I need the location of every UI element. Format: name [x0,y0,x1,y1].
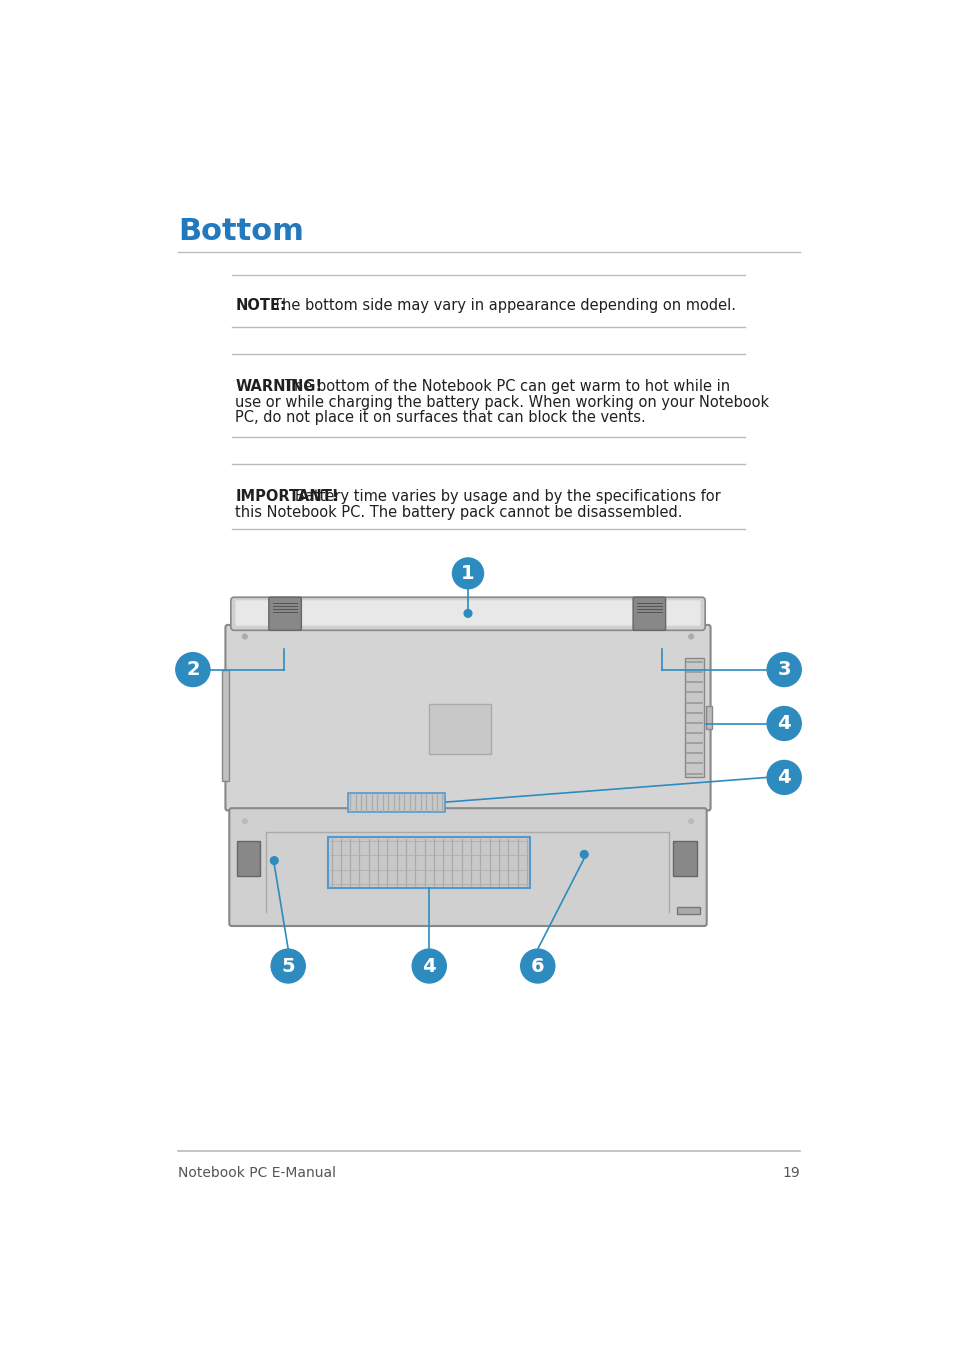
Circle shape [175,652,210,686]
Circle shape [464,609,472,617]
Text: Battery time varies by usage and by the specifications for: Battery time varies by usage and by the … [294,490,720,504]
Text: this Notebook PC. The battery pack cannot be disassembled.: this Notebook PC. The battery pack canno… [235,504,682,519]
Bar [328,838,530,888]
Circle shape [270,857,278,865]
Circle shape [412,950,446,983]
Text: 4: 4 [422,956,436,975]
FancyBboxPatch shape [231,597,704,631]
Bar [348,792,444,812]
Circle shape [579,850,587,858]
Bar [236,842,260,876]
Bar [677,907,700,915]
Text: 1: 1 [460,564,475,582]
Circle shape [452,558,483,589]
Text: 4: 4 [777,768,790,787]
Bar [684,658,703,777]
Text: IMPORTANT!: IMPORTANT! [235,490,338,504]
Circle shape [242,633,247,639]
Bar [705,706,711,729]
Text: NOTE:: NOTE: [235,299,286,313]
FancyBboxPatch shape [633,597,665,631]
Text: 19: 19 [781,1166,799,1181]
Circle shape [766,652,801,686]
Bar [429,705,491,755]
Circle shape [766,760,801,795]
Bar [221,670,229,781]
Text: WARNING!: WARNING! [235,379,322,394]
Text: 2: 2 [186,660,199,679]
FancyBboxPatch shape [269,597,301,631]
Bar [673,842,696,876]
FancyBboxPatch shape [235,600,700,625]
Circle shape [520,950,555,983]
Text: use or while charging the battery pack. When working on your Notebook: use or while charging the battery pack. … [235,394,769,410]
Text: The bottom of the Notebook PC can get warm to hot while in: The bottom of the Notebook PC can get wa… [285,379,729,394]
Text: 6: 6 [531,956,544,975]
Text: 4: 4 [777,714,790,733]
Circle shape [271,950,305,983]
Text: PC, do not place it on surfaces that can block the vents.: PC, do not place it on surfaces that can… [235,410,645,425]
Text: Bottom: Bottom [178,217,304,246]
Circle shape [688,633,693,639]
Circle shape [688,819,693,824]
Text: 5: 5 [281,956,294,975]
Circle shape [766,706,801,741]
Text: Notebook PC E-Manual: Notebook PC E-Manual [178,1166,335,1181]
Text: The bottom side may vary in appearance depending on model.: The bottom side may vary in appearance d… [273,299,735,313]
Text: 3: 3 [777,660,790,679]
FancyBboxPatch shape [229,808,706,925]
FancyBboxPatch shape [225,625,710,811]
Circle shape [242,819,247,824]
